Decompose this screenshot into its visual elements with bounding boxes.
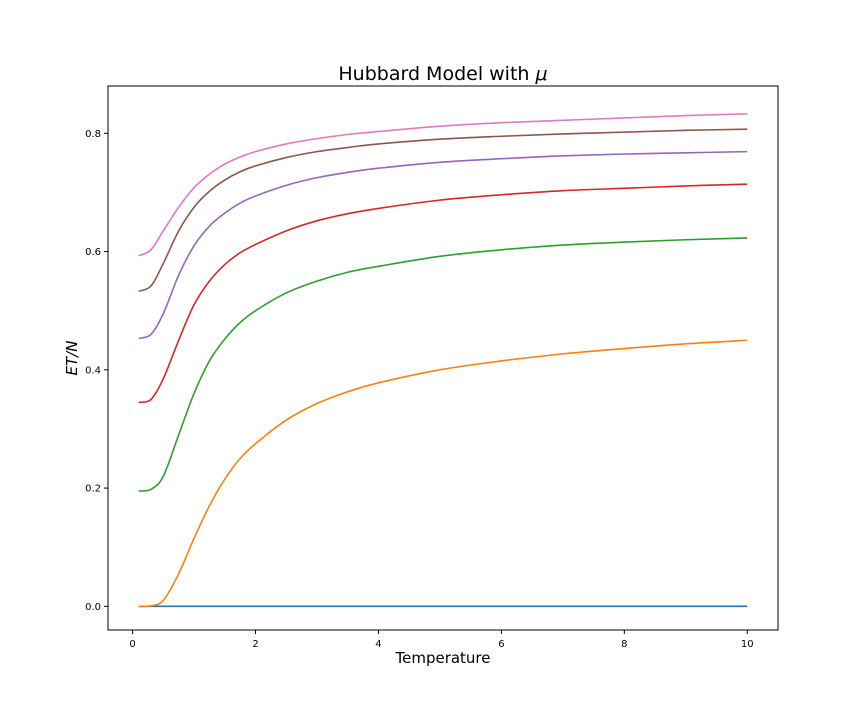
ticks-group: 0 2 4 6 8 10 0.0 0.2 0.4 0.6 0.8 bbox=[85, 129, 754, 650]
chart-title-symbol: μ bbox=[535, 63, 548, 85]
x-tick-label: 4 bbox=[375, 639, 381, 650]
series-group bbox=[138, 112, 748, 608]
series-line-2 bbox=[138, 237, 748, 492]
chart-title-text: Hubbard Model with bbox=[338, 63, 529, 85]
y-tick-label: 0.8 bbox=[85, 129, 101, 140]
x-axis-label: Temperature bbox=[394, 649, 490, 667]
y-tick-label: 0.6 bbox=[85, 247, 101, 258]
chart-title: Hubbard Model with μ bbox=[338, 63, 547, 85]
x-tick-label: 6 bbox=[498, 639, 504, 650]
x-tick-label: 2 bbox=[252, 639, 258, 650]
y-tick-label: 0.4 bbox=[85, 365, 101, 376]
y-tick-label: 0.2 bbox=[85, 484, 101, 495]
y-tick-label: 0.0 bbox=[85, 602, 101, 613]
series-line-3 bbox=[138, 183, 748, 404]
plot-area-frame bbox=[107, 85, 779, 631]
x-tick-label: 10 bbox=[741, 639, 754, 650]
x-tick-label: 8 bbox=[621, 639, 627, 650]
x-tick-label: 0 bbox=[129, 639, 135, 650]
series-line-4 bbox=[138, 150, 748, 340]
series-line-6 bbox=[138, 112, 748, 257]
y-axis-label: ET/N bbox=[63, 341, 81, 376]
series-line-5 bbox=[138, 128, 748, 292]
series-line-1 bbox=[138, 339, 748, 608]
